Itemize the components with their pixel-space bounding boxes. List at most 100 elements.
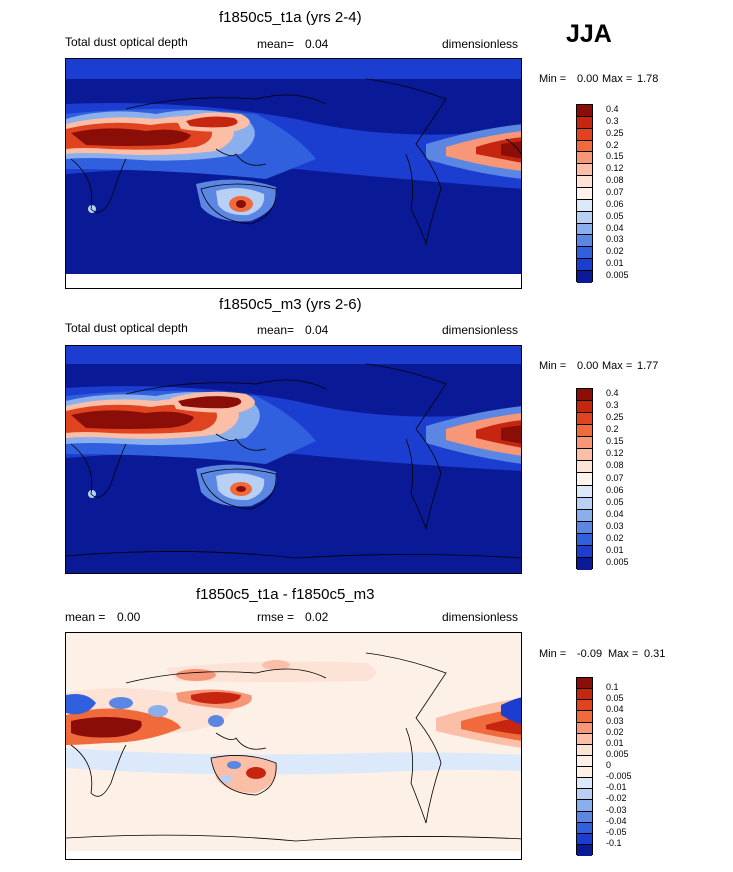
colorbar-swatch xyxy=(577,259,592,272)
colorbar-swatch xyxy=(577,116,592,129)
panel2-units: dimensionless xyxy=(442,323,519,337)
colorbar-tick-label: 0.05 xyxy=(606,496,624,507)
panel3-rmse-value: 0.02 xyxy=(305,610,329,624)
panel3-min-label: Min = xyxy=(539,648,567,660)
panel1-units: dimensionless xyxy=(442,37,519,51)
panel3-units: dimensionless xyxy=(442,610,519,624)
colorbar-swatch xyxy=(577,235,592,248)
panel3-colorbar xyxy=(576,677,593,856)
panel1-title: f1850c5_t1a (yrs 2-4) xyxy=(219,9,362,26)
colorbar-tick-label: 0.02 xyxy=(606,726,624,737)
colorbar-swatch xyxy=(577,485,592,498)
panel1-map xyxy=(65,58,522,289)
colorbar-tick-label: 0.07 xyxy=(606,472,624,483)
colorbar-tick-label: 0.01 xyxy=(606,737,624,748)
colorbar-tick-label: 0.06 xyxy=(606,484,624,495)
colorbar-tick-label: 0.07 xyxy=(606,187,624,197)
panel3-max-label: Max = xyxy=(608,648,639,660)
colorbar-tick-label: 0.02 xyxy=(606,532,624,543)
colorbar-tick-label: -0.03 xyxy=(606,804,627,815)
colorbar-tick-label: 0.04 xyxy=(606,704,624,715)
colorbar-swatch xyxy=(577,247,592,260)
colorbar-swatch xyxy=(577,140,592,153)
colorbar-tick-label: 0.03 xyxy=(606,715,624,726)
colorbar-tick-label: 0.01 xyxy=(606,258,624,269)
colorbar-swatch xyxy=(577,711,592,723)
colorbar-swatch xyxy=(577,778,592,790)
colorbar-tick-label: 0 xyxy=(606,760,612,770)
colorbar-tick-label: 0.005 xyxy=(606,556,629,567)
colorbar-tick-label: 0.005 xyxy=(606,270,629,281)
colorbar-tick-label: 0.12 xyxy=(606,163,624,174)
colorbar-swatch xyxy=(577,271,592,283)
colorbar-swatch xyxy=(577,744,592,756)
colorbar-swatch xyxy=(577,844,592,856)
panel2-max-value: 1.77 xyxy=(637,360,659,372)
panel1-max-label: Max = xyxy=(602,73,633,85)
colorbar-tick-label: -0.05 xyxy=(606,826,627,837)
colorbar-tick-label: 0.1 xyxy=(606,682,619,693)
panel1-max-value: 1.78 xyxy=(637,73,659,85)
panel2-min-value: 0.00 xyxy=(577,360,599,372)
colorbar-swatch xyxy=(577,700,592,712)
colorbar-tick-label: -0.01 xyxy=(606,782,627,793)
colorbar-tick-label: -0.1 xyxy=(606,837,622,848)
colorbar-tick-label: 0.05 xyxy=(606,693,624,704)
panel3-min-value: -0.09 xyxy=(577,648,603,660)
colorbar-tick-label: 0.01 xyxy=(606,544,624,555)
colorbar-swatch xyxy=(577,689,592,701)
colorbar-swatch xyxy=(577,401,592,414)
colorbar-swatch xyxy=(577,449,592,462)
colorbar-tick-label: 0.12 xyxy=(606,448,624,459)
colorbar-swatch xyxy=(577,722,592,734)
colorbar-swatch xyxy=(577,164,592,177)
colorbar-swatch xyxy=(577,105,592,117)
colorbar-swatch xyxy=(577,733,592,745)
colorbar-swatch xyxy=(577,211,592,224)
colorbar-swatch xyxy=(577,822,592,834)
panel2-max-label: Max = xyxy=(602,360,633,372)
colorbar-tick-label: 0.4 xyxy=(606,103,619,114)
panel2-map xyxy=(65,345,522,574)
colorbar-swatch xyxy=(577,545,592,558)
colorbar-swatch xyxy=(577,199,592,212)
colorbar-tick-label: 0.02 xyxy=(606,246,624,257)
colorbar-swatch xyxy=(577,521,592,534)
panel3-max-value: 0.31 xyxy=(644,648,666,660)
panel2-colorbar xyxy=(576,388,593,570)
colorbar-tick-label: 0.08 xyxy=(606,175,624,186)
colorbar-tick-label: 0.06 xyxy=(606,198,624,209)
panel2-title: f1850c5_m3 (yrs 2-6) xyxy=(219,296,362,313)
panel1-mean-value: 0.04 xyxy=(305,37,329,51)
panel2-min-label: Min = xyxy=(539,360,567,372)
panel2-mean-value: 0.04 xyxy=(305,323,329,337)
panel3-title: f1850c5_t1a - f1850c5_m3 xyxy=(196,586,375,603)
colorbar-tick-label: 0.03 xyxy=(606,234,624,245)
colorbar-tick-label: 0.04 xyxy=(606,222,624,233)
colorbar-swatch xyxy=(577,413,592,426)
panel3-mean-value: 0.00 xyxy=(117,610,141,624)
colorbar-tick-label: 0.4 xyxy=(606,388,619,399)
colorbar-swatch xyxy=(577,789,592,801)
panel1-min-value: 0.00 xyxy=(577,73,599,85)
colorbar-swatch xyxy=(577,389,592,402)
colorbar-swatch xyxy=(577,425,592,438)
colorbar-tick-label: 0.005 xyxy=(606,748,629,759)
panel3-map xyxy=(65,632,522,860)
panel1-variable: Total dust optical depth xyxy=(65,35,188,49)
panel1-mean-label: mean= xyxy=(257,37,295,51)
colorbar-tick-label: 0.25 xyxy=(606,412,624,423)
colorbar-tick-label: -0.04 xyxy=(606,815,627,826)
colorbar-tick-label: -0.02 xyxy=(606,793,627,804)
colorbar-swatch xyxy=(577,755,592,767)
colorbar-swatch xyxy=(577,223,592,236)
colorbar-tick-label: 0.25 xyxy=(606,127,624,138)
colorbar-tick-label: 0.15 xyxy=(606,436,624,447)
colorbar-swatch xyxy=(577,800,592,812)
colorbar-swatch xyxy=(577,497,592,510)
colorbar-tick-label: 0.03 xyxy=(606,520,624,531)
colorbar-tick-label: 0.15 xyxy=(606,151,624,162)
panel1-min-label: Min = xyxy=(539,73,567,85)
colorbar-tick-label: -0.005 xyxy=(606,771,632,782)
colorbar-swatch xyxy=(577,767,592,779)
